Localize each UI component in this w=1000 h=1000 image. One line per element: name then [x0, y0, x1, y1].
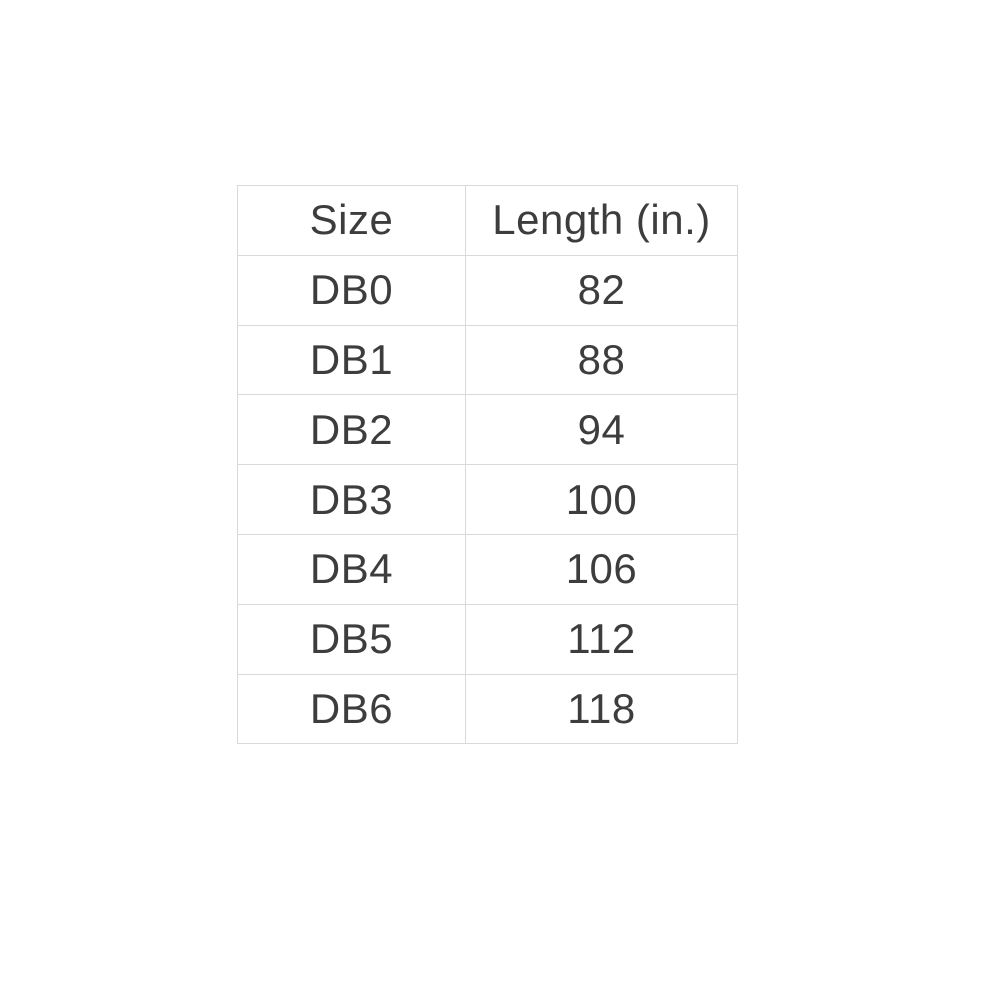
size-length-table: Size Length (in.) DB0 82 DB1 88 DB2 94: [237, 185, 738, 745]
cell-length: 94: [465, 394, 738, 466]
cell-size: DB1: [237, 324, 466, 396]
header-cell-length: Length (in.): [465, 185, 738, 256]
table-header-row: Size Length (in.): [237, 185, 738, 256]
table-row: DB3 100: [237, 464, 738, 535]
cell-length: 82: [465, 254, 738, 326]
cell-size: DB6: [237, 673, 466, 745]
cell-size: DB4: [237, 533, 466, 605]
table-row: DB0 82: [237, 254, 738, 326]
table-row: DB4 106: [237, 533, 738, 605]
cell-size: DB5: [237, 603, 466, 675]
cell-length: 106: [465, 533, 738, 605]
header-cell-size: Size: [237, 185, 466, 256]
cell-length: 88: [465, 324, 738, 396]
cell-length: 118: [465, 673, 738, 745]
size-length-table-container: Size Length (in.) DB0 82 DB1 88 DB2 94: [237, 185, 738, 745]
cell-size: DB3: [237, 464, 466, 535]
table-row: DB5 112: [237, 603, 738, 675]
cell-size: DB0: [237, 254, 466, 326]
table-row: DB6 118: [237, 673, 738, 745]
table-row: DB2 94: [237, 394, 738, 466]
cell-length: 112: [465, 603, 738, 675]
table-row: DB1 88: [237, 324, 738, 396]
cell-length: 100: [465, 464, 738, 535]
cell-size: DB2: [237, 394, 466, 466]
